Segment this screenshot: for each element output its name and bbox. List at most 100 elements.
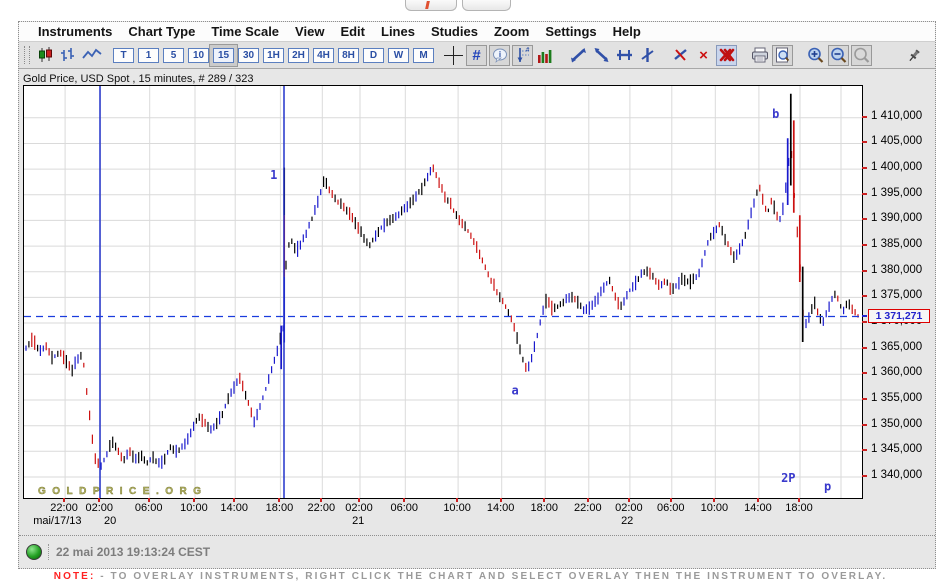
status-bar: 22 mai 2013 19:13:24 CEST (19, 535, 935, 567)
time-axis-tick (586, 498, 589, 502)
time-axis-label: 18:00 (785, 502, 813, 514)
menu-item-chart-type[interactable]: Chart Type (128, 24, 196, 39)
vertical-line-icon[interactable] (637, 45, 658, 66)
price-chart-canvas[interactable]: GOLDPRICE.ORG 1 a b 2P p (24, 86, 862, 498)
menu-item-view[interactable]: View (295, 24, 325, 39)
menu-item-lines[interactable]: Lines (381, 24, 415, 39)
zoom-in-icon[interactable] (805, 45, 826, 66)
time-axis-label: 02:00 (85, 502, 114, 514)
timeframe-button-2h[interactable]: 2H (288, 47, 309, 63)
menu-item-edit[interactable]: Edit (340, 24, 365, 39)
menu-item-help[interactable]: Help (612, 24, 641, 39)
price-axis-tick (862, 115, 867, 118)
candlestick-chart-icon[interactable] (35, 45, 56, 66)
svg-text:2P: 2P (781, 471, 795, 485)
menu-item-settings[interactable]: Settings (545, 24, 597, 39)
menu-item-time-scale[interactable]: Time Scale (211, 24, 280, 39)
timeframe-button-d[interactable]: D (363, 47, 384, 63)
price-axis[interactable]: 1 410,000 1 405,000 1 400,000 1 395,000 1 39… (862, 85, 934, 499)
time-axis-label: 18:00 (530, 502, 558, 514)
price-chart[interactable]: GOLDPRICE.ORG 1 a b 2P p (23, 85, 863, 499)
crosshair-icon[interactable] (443, 45, 464, 66)
timeframe-button-w[interactable]: W (388, 47, 409, 63)
zoom-reset-icon[interactable] (851, 44, 872, 66)
print-preview-icon[interactable] (772, 44, 793, 66)
time-axis-label: 02:00 (345, 502, 373, 514)
ohlc-chart-icon[interactable] (58, 45, 79, 66)
menu-item-studies[interactable]: Studies (430, 24, 478, 39)
time-axis-label: 02:00 (615, 502, 643, 514)
time-axis-tick (233, 498, 236, 502)
time-axis-tick (98, 498, 101, 502)
horizontal-line-icon[interactable] (614, 45, 635, 66)
time-axis-label: 10:00 (443, 502, 471, 514)
timeframe-button-t[interactable]: T (113, 47, 134, 63)
price-axis-icon[interactable]: # (512, 44, 533, 66)
time-axis: 22:00 02:00 06:00 10:00 14:00 18:00 22:00 02:00… (23, 498, 863, 532)
time-axis-tick (358, 498, 361, 502)
time-axis-tick (543, 498, 546, 502)
time-axis-tick (669, 498, 672, 502)
time-axis-label: 14:00 (486, 502, 515, 514)
time-axis-tick (320, 498, 323, 502)
status-timestamp: 22 mai 2013 19:13:24 CEST (56, 544, 211, 559)
pin-icon[interactable] (904, 45, 925, 66)
remove-line-icon[interactable] (670, 45, 691, 66)
svg-text:1: 1 (270, 168, 277, 182)
svg-text:b: b (772, 107, 779, 121)
date-axis-label: 22 (621, 515, 634, 527)
trendline-down-icon[interactable] (591, 45, 612, 66)
menu-item-zoom[interactable]: Zoom (493, 24, 530, 39)
price-axis-tick (862, 141, 867, 144)
print-icon[interactable] (749, 45, 770, 66)
connection-status-icon (26, 543, 42, 560)
delete-line-icon[interactable]: × (699, 46, 708, 64)
time-axis-label: 14:00 (744, 502, 772, 514)
grid-icon[interactable]: # (466, 44, 487, 66)
line-chart-icon[interactable] (81, 45, 102, 66)
timeframe-button-15[interactable]: 15 (213, 47, 234, 63)
price-axis-label: 1 395,000 (871, 186, 923, 199)
tooltip-icon[interactable]: i (489, 44, 510, 66)
price-axis-label: 1 410,000 (871, 109, 923, 122)
svg-text:#: # (526, 48, 530, 54)
time-axis-label: 22:00 (574, 502, 602, 514)
volume-icon[interactable] (535, 45, 556, 66)
note-text: - TO OVERLAY INSTRUMENTS, RIGHT CLICK TH… (95, 571, 888, 582)
chart-application-window: Instruments Chart Type Time Scale View Edit L… (18, 21, 936, 569)
menu-bar: Instruments Chart Type Time Scale View Edit L… (19, 22, 935, 42)
time-axis-tick (456, 498, 459, 502)
price-axis-tick (862, 449, 867, 452)
timeframe-button-1[interactable]: 1 (138, 47, 159, 63)
timeframe-button-5[interactable]: 5 (163, 47, 184, 63)
time-axis-tick (797, 498, 800, 502)
price-axis-tick (862, 321, 867, 324)
price-axis-tick (862, 346, 867, 349)
price-axis-tick (862, 192, 867, 195)
price-axis-label: 1 345,000 (871, 443, 923, 456)
delete-all-lines-icon[interactable] (716, 44, 737, 66)
dialog-button-stub[interactable] (405, 0, 457, 11)
toolbar-drag-handle[interactable] (24, 46, 30, 64)
timeframe-button-8h[interactable]: 8H (338, 47, 359, 63)
timeframe-button-m[interactable]: M (413, 47, 434, 63)
time-axis-label: 10:00 (180, 502, 208, 514)
trendline-up-icon[interactable] (568, 45, 589, 66)
chart-title: Gold Price, USD Spot , 15 minutes, # 289… (23, 73, 254, 85)
svg-text:GOLDPRICE.ORG: GOLDPRICE.ORG (38, 486, 208, 497)
timeframe-button-30[interactable]: 30 (238, 47, 259, 63)
timeframe-button-1h[interactable]: 1H (263, 47, 284, 63)
svg-text:i: i (498, 50, 500, 59)
price-axis-tick (862, 295, 867, 298)
timeframe-button-4h[interactable]: 4H (313, 47, 334, 63)
time-axis-label: 06:00 (657, 502, 685, 514)
menu-item-instruments[interactable]: Instruments (38, 24, 113, 39)
svg-text:a: a (511, 383, 518, 397)
time-axis-tick (499, 498, 502, 502)
timeframe-button-10[interactable]: 10 (188, 47, 209, 63)
price-axis-label: 1 385,000 (871, 238, 923, 251)
dialog-button-stub[interactable] (462, 0, 511, 11)
zoom-out-icon[interactable] (828, 44, 849, 66)
price-axis-tick (862, 474, 867, 477)
svg-text:p: p (824, 480, 831, 494)
